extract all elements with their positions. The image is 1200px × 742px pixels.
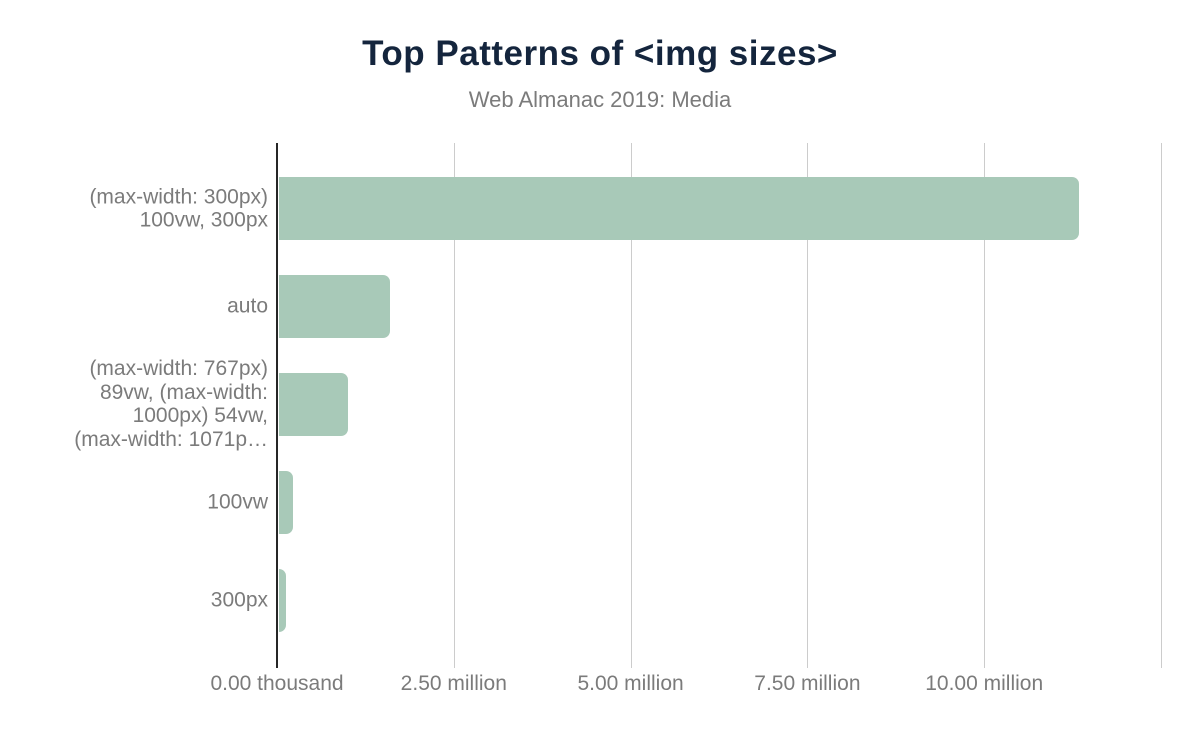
bar-3 — [279, 470, 294, 534]
bar-2 — [279, 372, 348, 436]
x-axis-tick-labels: 0.00 thousand 2.50 million 5.00 million 7.5… — [210, 672, 1161, 702]
x-axis-tick-label-4: 10.00 million — [925, 672, 1044, 695]
bar-0 — [279, 177, 1079, 240]
x-axis-tick-label-1: 2.50 million — [400, 672, 507, 695]
plot-area — [276, 143, 1162, 668]
x-axis-tick-label-0: 0.00 thousand — [210, 672, 344, 695]
x-axis-tick-label-2: 5.00 million — [577, 672, 684, 695]
x-gridline — [1161, 143, 1162, 668]
x-gridline — [453, 143, 455, 668]
y-axis-label-4: 300px — [210, 588, 268, 612]
bar-1 — [279, 274, 391, 338]
y-axis-label-1: auto — [227, 294, 268, 318]
y-axis-labels: (max-width: 300px) 100vw, 300px auto (max-w… — [0, 0, 268, 742]
x-gridline — [630, 143, 632, 668]
y-axis-line — [276, 143, 278, 668]
y-axis-label-2: (max-width: 767px) 89vw, (max-width: 1000p… — [74, 357, 268, 451]
x-axis-tick-label-3: 7.50 million — [754, 672, 861, 695]
chart-title: Top Patterns of <img sizes> — [362, 34, 838, 73]
y-axis-label-3: 100vw — [207, 490, 268, 514]
x-gridline — [807, 143, 809, 668]
y-axis-label-0: (max-width: 300px) 100vw, 300px — [89, 185, 268, 232]
bar-4 — [279, 568, 287, 632]
x-gridline — [984, 143, 986, 668]
chart-subtitle: Web Almanac 2019: Media — [468, 87, 732, 112]
